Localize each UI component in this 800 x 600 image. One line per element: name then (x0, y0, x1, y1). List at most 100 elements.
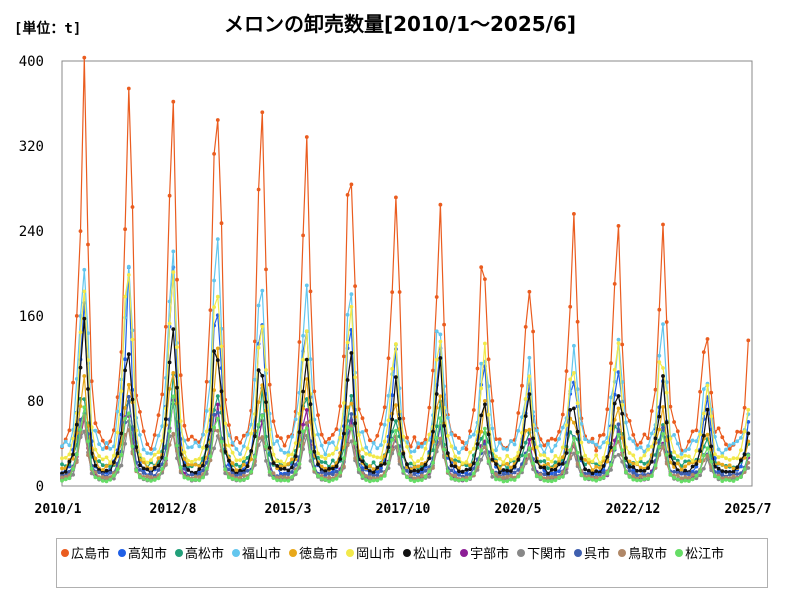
data-point (171, 270, 176, 274)
data-point (572, 420, 576, 425)
data-point (97, 454, 101, 458)
data-point (501, 460, 506, 465)
data-point (345, 312, 350, 317)
data-point (227, 433, 231, 438)
data-point (605, 455, 610, 459)
data-point (93, 421, 98, 426)
data-point (449, 468, 454, 473)
data-point (739, 464, 743, 469)
data-point (167, 429, 172, 433)
data-point (564, 369, 569, 373)
data-point (375, 446, 380, 451)
data-point (275, 439, 280, 443)
data-point (286, 453, 291, 457)
data-point (349, 292, 354, 297)
data-point (739, 448, 743, 452)
data-point (635, 473, 639, 478)
data-point (260, 110, 265, 115)
data-point (598, 477, 602, 482)
data-point (297, 430, 302, 435)
data-point (520, 415, 524, 419)
data-point (286, 478, 291, 483)
data-point (323, 456, 328, 461)
data-point (134, 445, 139, 450)
data-point (553, 437, 558, 442)
data-point (512, 470, 517, 475)
data-point (616, 370, 621, 374)
data-point (460, 461, 465, 465)
data-point (156, 413, 161, 417)
legend-label: 宇部市 (470, 547, 510, 562)
data-point (171, 327, 176, 331)
data-point (145, 467, 150, 472)
data-point (445, 469, 450, 473)
data-point (197, 457, 202, 461)
data-point (141, 460, 146, 464)
data-point (483, 402, 487, 407)
data-point (675, 473, 680, 478)
data-point (134, 468, 139, 472)
data-point (516, 474, 521, 479)
data-point (631, 453, 636, 458)
data-point (175, 277, 179, 282)
legend-marker (118, 548, 127, 557)
data-point (438, 202, 443, 207)
data-point (82, 316, 87, 321)
data-point (627, 459, 632, 464)
data-point (401, 469, 406, 473)
data-point (126, 273, 131, 277)
data-point (256, 400, 261, 404)
data-point (167, 443, 172, 447)
data-point (182, 463, 187, 468)
data-point (746, 407, 751, 412)
data-point (375, 433, 380, 438)
data-point (100, 468, 105, 472)
data-point (572, 371, 576, 375)
data-point (705, 432, 710, 437)
data-point (256, 303, 261, 308)
data-point (97, 442, 101, 446)
legend-label: 岡山市 (356, 547, 396, 562)
data-point (564, 470, 569, 475)
data-point (245, 456, 250, 460)
data-point (583, 437, 587, 442)
data-point (271, 476, 276, 480)
data-point (620, 411, 625, 416)
data-point (279, 474, 283, 479)
data-point (208, 454, 213, 459)
data-point (275, 459, 280, 464)
data-point (464, 447, 469, 452)
data-point (616, 432, 621, 437)
data-point (327, 436, 331, 441)
data-point (186, 437, 191, 442)
data-point (486, 432, 491, 437)
data-point (464, 463, 469, 468)
data-point (368, 453, 372, 457)
data-point (727, 472, 732, 477)
data-point (720, 435, 725, 440)
data-point (394, 419, 398, 423)
data-point (746, 431, 751, 436)
data-point (201, 468, 205, 473)
data-point (138, 433, 142, 437)
data-point (330, 478, 335, 482)
data-point (408, 469, 413, 474)
data-point (215, 428, 220, 433)
data-point (442, 447, 446, 452)
data-point (394, 375, 398, 379)
data-point (594, 462, 599, 467)
data-point (330, 451, 335, 456)
data-point (538, 459, 543, 464)
data-point (735, 429, 740, 434)
data-point (71, 380, 75, 385)
data-point (557, 437, 561, 441)
data-point (661, 322, 665, 326)
data-point (401, 451, 406, 456)
data-point (464, 478, 469, 483)
data-point (364, 474, 369, 478)
data-point (720, 451, 725, 456)
data-point (279, 478, 283, 483)
data-point (627, 465, 632, 469)
data-point (82, 289, 87, 294)
data-point (720, 469, 725, 473)
